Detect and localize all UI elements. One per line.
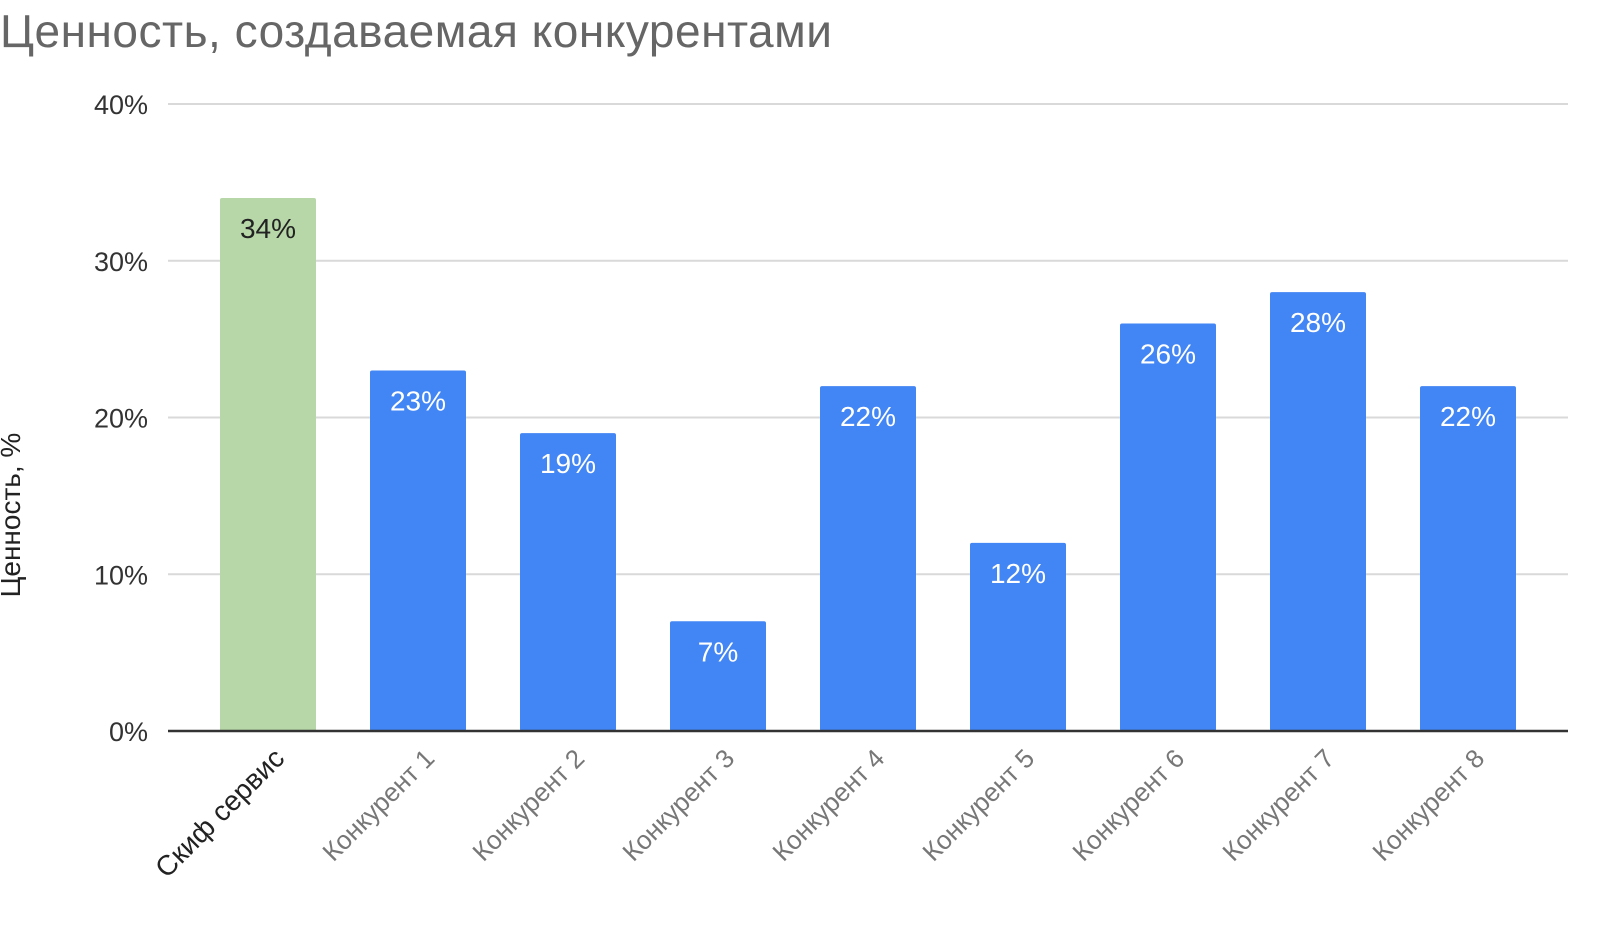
- bars: [220, 198, 1516, 732]
- y-tick-label: 10%: [94, 560, 148, 590]
- data-label: 7%: [698, 636, 738, 667]
- bar: [1270, 292, 1366, 731]
- bar: [1120, 323, 1216, 731]
- y-axis-label: Ценность, %: [0, 433, 26, 598]
- bar: [1420, 386, 1516, 731]
- x-tick-label: Конкурент 3: [616, 743, 740, 867]
- bar: [520, 433, 616, 731]
- x-tick-label: Конкурент 8: [1366, 743, 1490, 867]
- y-tick-label: 0%: [109, 717, 148, 747]
- data-label: 28%: [1290, 307, 1346, 338]
- y-tick-label: 30%: [94, 247, 148, 277]
- bar: [970, 542, 1066, 731]
- x-tick-label: Конкурент 5: [916, 743, 1040, 867]
- data-label: 26%: [1140, 338, 1196, 369]
- data-label: 23%: [390, 385, 446, 416]
- data-label: 19%: [540, 448, 596, 479]
- x-tick-label: Конкурент 4: [766, 743, 890, 867]
- y-tick-label: 20%: [94, 404, 148, 434]
- x-tick-label: Конкурент 7: [1216, 743, 1340, 867]
- bar: [820, 386, 916, 731]
- bar-highlight: [220, 198, 316, 732]
- data-label: 22%: [840, 401, 896, 432]
- x-tick-label: Конкурент 2: [466, 743, 590, 867]
- data-label: 34%: [240, 213, 296, 244]
- bar: [370, 370, 466, 731]
- y-axis: 0% 10% 20% 30% 40%: [94, 90, 1568, 747]
- data-label: 12%: [990, 558, 1046, 589]
- bar: [670, 621, 766, 731]
- chart-title: Ценность, создаваемая конкурентами: [0, 5, 833, 57]
- x-axis: Скиф сервис Конкурент 1 Конкурент 2 Конкуре…: [149, 742, 1490, 883]
- x-tick-label: Конкурент 6: [1066, 743, 1190, 867]
- data-labels: 34% 23% 19% 7% 22% 12% 26% 28% 22%: [240, 213, 1496, 667]
- data-label: 22%: [1440, 401, 1496, 432]
- y-tick-label: 40%: [94, 90, 148, 120]
- x-tick-label: Скиф сервис: [149, 742, 290, 883]
- x-tick-label: Конкурент 1: [316, 743, 440, 867]
